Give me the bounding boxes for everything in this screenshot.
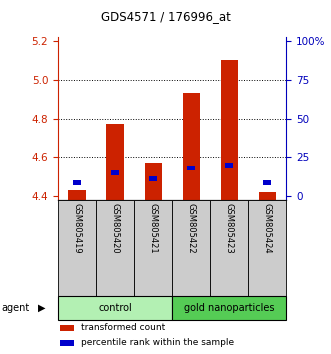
- Bar: [183, 93, 200, 200]
- Bar: [145, 163, 162, 200]
- FancyBboxPatch shape: [248, 200, 286, 296]
- Text: GSM805420: GSM805420: [111, 203, 119, 253]
- Text: GSM805424: GSM805424: [263, 203, 272, 253]
- Text: GDS4571 / 176996_at: GDS4571 / 176996_at: [101, 10, 230, 23]
- FancyBboxPatch shape: [210, 200, 248, 296]
- FancyBboxPatch shape: [172, 200, 210, 296]
- Text: GSM805422: GSM805422: [187, 203, 196, 253]
- Bar: [69, 190, 85, 200]
- Bar: [225, 163, 233, 167]
- FancyBboxPatch shape: [172, 296, 286, 320]
- Bar: [111, 170, 119, 175]
- Bar: [73, 180, 81, 185]
- FancyBboxPatch shape: [96, 200, 134, 296]
- Bar: [187, 166, 195, 170]
- FancyBboxPatch shape: [58, 296, 172, 320]
- Bar: [221, 61, 238, 200]
- Text: percentile rank within the sample: percentile rank within the sample: [81, 338, 234, 347]
- Bar: [107, 124, 123, 200]
- Text: control: control: [98, 303, 132, 313]
- FancyBboxPatch shape: [58, 200, 96, 296]
- Text: GSM805419: GSM805419: [72, 203, 81, 253]
- Bar: [149, 176, 157, 181]
- FancyBboxPatch shape: [134, 200, 172, 296]
- Text: ▶: ▶: [38, 303, 45, 313]
- Bar: [60, 340, 74, 346]
- Bar: [259, 192, 276, 200]
- Text: GSM805423: GSM805423: [225, 203, 234, 253]
- Bar: [263, 180, 271, 185]
- Text: transformed count: transformed count: [81, 324, 165, 332]
- Text: GSM805421: GSM805421: [149, 203, 158, 253]
- Text: gold nanoparticles: gold nanoparticles: [184, 303, 274, 313]
- Bar: [60, 325, 74, 331]
- Text: agent: agent: [2, 303, 30, 313]
